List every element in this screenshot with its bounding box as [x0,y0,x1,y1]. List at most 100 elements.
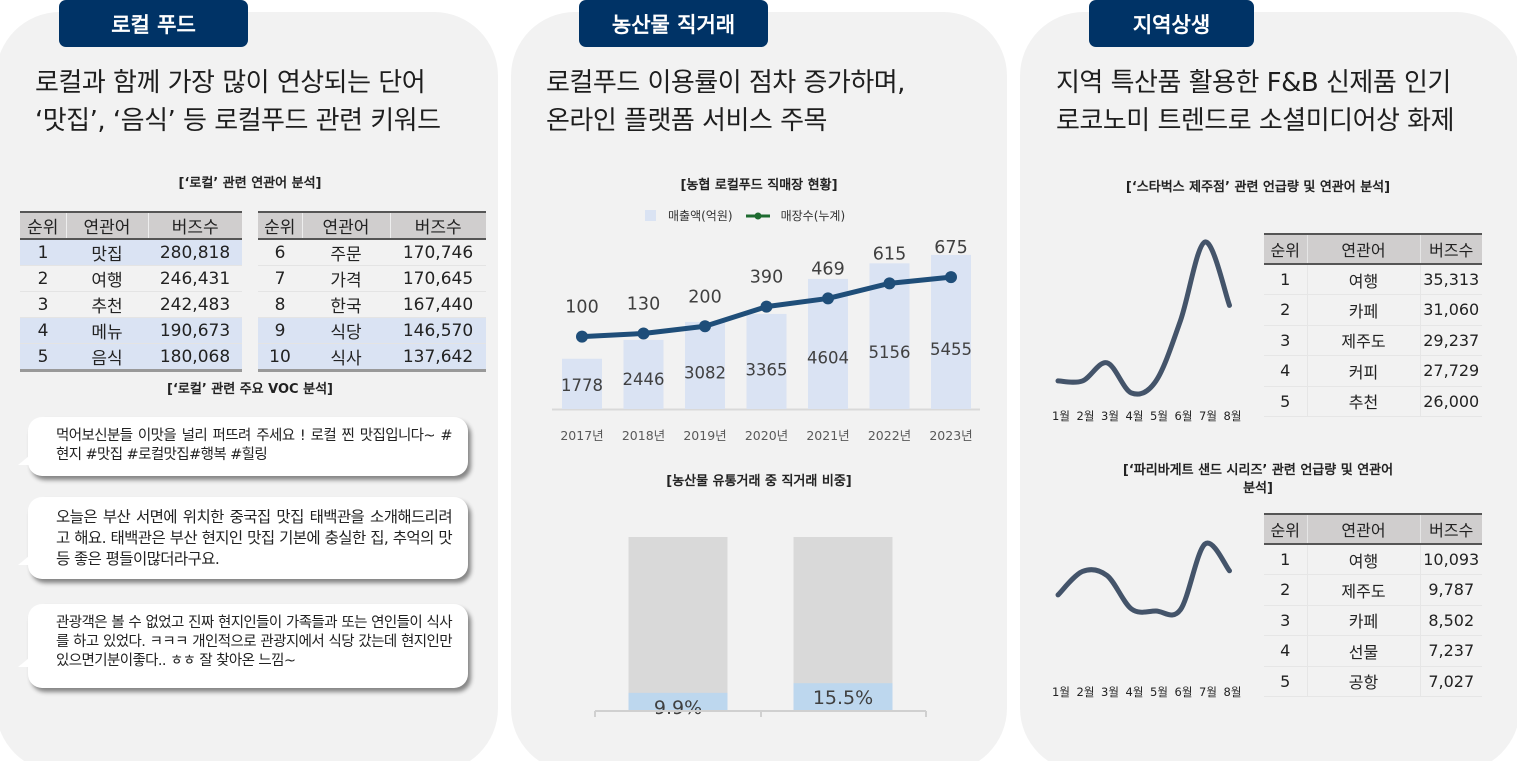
bubble-tail [18,649,40,667]
cell-word: 카페 [1306,605,1420,636]
voc-text-2: 오늘은 부산 서면에 위치한 중국집 맛집 태백관을 소개해드리려고 해요. 태… [56,508,453,568]
bar-sales [623,339,664,409]
voc-bubble-3: 관광객은 볼 수 없었고 진짜 현지인들이 가족들과 또는 연인들이 식사를 하… [18,604,468,688]
month-label: 8월 [1224,685,1242,699]
cell-buzz: 167,440 [390,291,486,318]
header-word: 연관어 [1306,233,1420,265]
headline-local-food-1: 로컬과 함께 가장 많이 연상되는 단어 [35,68,426,98]
header-buzz: 버즈수 [147,211,242,240]
paris-sparkline: 1월 2월 3월 4월 5월 6월 7월 8월 [1052,540,1242,699]
cell-rank: 2 [1264,574,1307,606]
line-value-label: 675 [934,238,967,258]
header-rank: 순위 [258,211,302,240]
cell-word: 메뉴 [66,317,148,344]
cell-buzz: 31,060 [1419,294,1482,326]
line-value-label: 200 [688,287,721,307]
cell-rank: 4 [20,317,66,344]
month-label: 7월 [1199,685,1217,699]
cell-buzz: 35,313 [1419,264,1482,295]
legend-bar-swatch [645,210,656,221]
cell-rank: 2 [1264,294,1307,326]
bar-value-label: 1778 [561,376,603,395]
table-row: 2 카페 31,060 [1264,294,1482,326]
cell-buzz: 190,673 [148,317,242,344]
cell-word: 제주도 [1306,574,1420,606]
month-label: 4월 [1126,409,1144,423]
header-buzz: 버즈수 [389,211,486,240]
line-point [576,330,588,343]
bar-value-label: 2446 [623,370,665,389]
starbucks-title: [‘스타벅스 제주점’ 관련 언급량 및 연관어 분석] [1125,180,1391,195]
cell-buzz: 146,570 [390,317,486,344]
bar-value-label: 5455 [930,340,972,359]
legend-line-swatch [745,212,770,219]
cell-rank: 10 [258,343,302,372]
cell-rank: 4 [1264,635,1307,667]
cell-buzz: 180,068 [148,343,242,372]
header-word: 연관어 [301,211,390,240]
table-row: 2 여행 246,431 [20,265,242,292]
cell-buzz: 9,787 [1419,574,1482,606]
table-row: 5 추천 26,000 [1264,386,1482,417]
bar-value-label: 3082 [684,364,726,383]
table-row: 2 제주도 9,787 [1264,574,1482,606]
share-value-label: 9.9% [654,697,702,719]
table-row: 3 추천 242,483 [20,291,242,318]
voc-text-3: 관광객은 볼 수 없었고 진짜 현지인들이 가족들과 또는 연인들이 식사를 하… [56,615,453,669]
header-rank: 순위 [20,211,66,240]
cell-buzz: 280,818 [148,239,242,266]
cell-buzz: 246,431 [148,265,242,292]
starbucks-sparkline: 1월 2월 3월 4월 5월 6월 7월 8월 [1052,239,1242,423]
table-row: 4 선물 7,237 [1264,635,1482,667]
header-word: 연관어 [1306,513,1420,545]
month-label: 1월 [1052,409,1070,423]
month-label: 5월 [1150,409,1168,423]
paris-title-line-2: 분석] [1243,481,1273,496]
line-value-label: 469 [811,259,844,279]
cell-buzz: 7,027 [1419,666,1482,697]
table-row: 4 커피 27,729 [1264,355,1482,387]
cell-buzz: 170,645 [390,265,486,292]
keyword-table-title: [‘로컬’ 관련 연관어 분석] [178,176,322,191]
table-row: 7 가격 170,645 [258,265,486,292]
cell-rank: 3 [1264,605,1307,636]
headline-regional-1: 지역 특산품 활용한 F&B 신제품 인기 [1056,68,1451,98]
bar-value-label: 4604 [807,348,849,367]
cell-word: 음식 [66,343,148,372]
line-point [945,271,957,284]
month-label: 6월 [1175,685,1193,699]
voc-title: [‘로컬’ 관련 주요 VOC 분석] [167,382,333,397]
paris-title-line-1: [‘파리바게트 샌드 시리즈’ 관련 언급량 및 연관어 [1122,463,1394,478]
cell-word: 커피 [1306,355,1420,387]
month-label: 1월 [1052,685,1070,699]
line-value-label: 130 [627,294,660,314]
cell-buzz: 7,237 [1419,635,1482,667]
month-label: 8월 [1224,409,1242,423]
store-combo-chart: 1778 100 2017년 2446 130 2018년 3082 200 2019년 3365… [552,238,980,443]
bar-value-label: 3365 [746,361,788,380]
table-row: 5 음식 180,068 [20,343,242,372]
voc-bubble-1: 먹어보신분들 이맛을 널리 퍼뜨려 주세요 ! 로컬 찐 맛집입니다~ # 현지… [18,417,468,476]
cell-word: 공항 [1306,666,1420,697]
share-chart-title: [농산물 유통거래 중 직거래 비중] [666,474,852,489]
line-value-label: 615 [873,244,906,264]
table-row: 3 카페 8,502 [1264,605,1482,636]
cell-word: 여행 [1306,544,1420,575]
line-point [760,300,773,313]
header-rank: 순위 [1264,513,1307,545]
table-row: 1 여행 35,313 [1264,264,1482,295]
headline-local-food-2: ‘맛집’, ‘음식’ 등 로컬푸드 관련 키워드 [35,106,441,136]
share-value-label: 15.5% [813,687,873,709]
paris-table: 순위 연관어 버즈수 1 여행 10,093 2 제주도 9,787 3 카페 8,502 4 선물… [1264,513,1482,697]
x-tick-label: 2018년 [622,428,665,443]
x-tick-label: 2017년 [560,428,603,443]
cell-rank: 1 [20,239,66,266]
keyword-table-left: 순위 연관어 버즈수 1 맛집 280,818 2 여행 246,431 3 추천 242,48… [20,211,242,372]
month-label: 3월 [1101,409,1119,423]
cell-rank: 1 [1264,264,1307,295]
cell-word: 식당 [302,317,390,344]
tag-regional: 지역상생 [1089,0,1254,47]
cell-rank: 5 [1264,666,1307,697]
headline-direct-trade-1: 로컬푸드 이용률이 점차 증가하며, [546,68,905,98]
cell-rank: 5 [20,343,66,372]
